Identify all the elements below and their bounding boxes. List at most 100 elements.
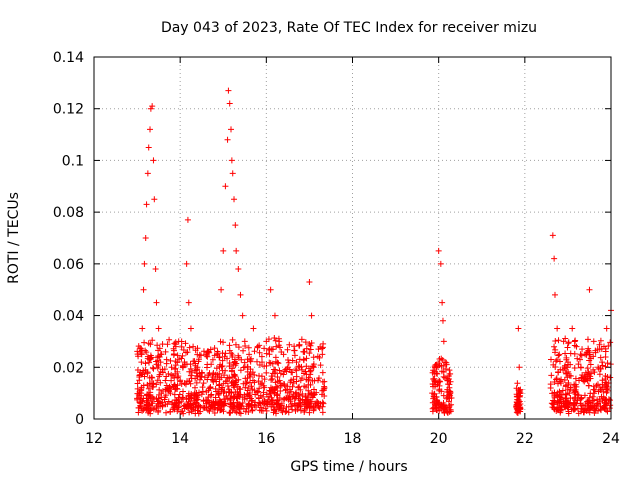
data-point [228,126,235,133]
data-points [134,87,614,417]
data-point [597,354,604,361]
data-point [162,348,169,355]
data-point [263,338,270,345]
data-point [558,391,565,398]
data-point [446,371,453,378]
y-tick-label: 0.02 [53,360,84,376]
data-point [214,348,221,355]
data-point [585,345,592,352]
data-point [551,255,558,262]
data-point [188,395,195,402]
data-point [446,408,453,415]
data-point [261,376,268,383]
data-point [447,392,454,399]
data-point [584,336,591,343]
data-point [171,340,178,347]
data-point [268,373,275,380]
data-point [307,346,314,353]
data-point [282,408,289,415]
data-point [240,347,247,354]
data-point [175,373,182,380]
data-point [301,383,308,390]
data-point [207,346,214,353]
data-point [320,400,327,407]
data-point [246,393,253,400]
data-point [597,337,604,344]
data-point [516,404,523,411]
data-point [602,353,609,360]
data-point [551,291,558,298]
data-point [226,347,233,354]
data-point [297,400,304,407]
data-point [565,368,572,375]
data-point [268,376,275,383]
data-point [286,386,293,393]
data-point [179,364,186,371]
data-point [211,345,218,352]
data-point [153,299,160,306]
data-point [142,360,149,367]
data-point [230,401,237,408]
data-point [571,401,578,408]
data-point [278,382,285,389]
data-point [515,325,522,332]
data-point [138,359,145,366]
data-point [168,377,175,384]
data-point [301,408,308,415]
data-point [219,357,226,364]
data-point [292,390,299,397]
y-axis-label: ROTI / TECUs [6,192,22,284]
data-point [303,355,310,362]
data-point [207,384,214,391]
data-point [252,399,259,406]
data-point [248,355,255,362]
data-point [188,408,195,415]
chart-title: Day 043 of 2023, Rate Of TEC Index for r… [161,20,537,36]
data-point [297,377,304,384]
data-point [305,365,312,372]
data-point [154,342,161,349]
data-point [255,378,262,385]
data-point [218,286,225,293]
data-point [208,361,215,368]
data-point [211,402,218,409]
data-point [552,391,559,398]
data-point [577,356,584,363]
data-point [222,183,229,190]
data-point [275,406,282,413]
data-point [261,363,268,370]
x-tick-label: 16 [257,431,275,447]
data-point [565,339,572,346]
data-point [171,366,178,373]
data-point [203,351,210,358]
data-point [237,291,244,298]
data-point [137,396,144,403]
data-point [225,87,232,94]
data-point [215,390,222,397]
data-point [163,356,170,363]
data-point [145,385,152,392]
data-point [438,362,445,369]
x-tick-label: 14 [171,431,189,447]
data-point [440,392,447,399]
data-point [579,346,586,353]
data-point [582,369,589,376]
data-point [140,367,147,374]
data-point [269,375,276,382]
data-point [142,235,149,241]
data-point [184,349,191,356]
data-point [180,403,187,410]
data-point [276,395,283,402]
data-point [248,383,255,390]
data-point [259,359,266,366]
data-point [274,374,281,381]
data-point [296,392,303,399]
data-point [306,350,313,357]
data-point [192,410,199,417]
data-point [139,407,146,414]
data-point [191,358,198,365]
data-point [145,144,152,151]
data-point [144,391,151,398]
